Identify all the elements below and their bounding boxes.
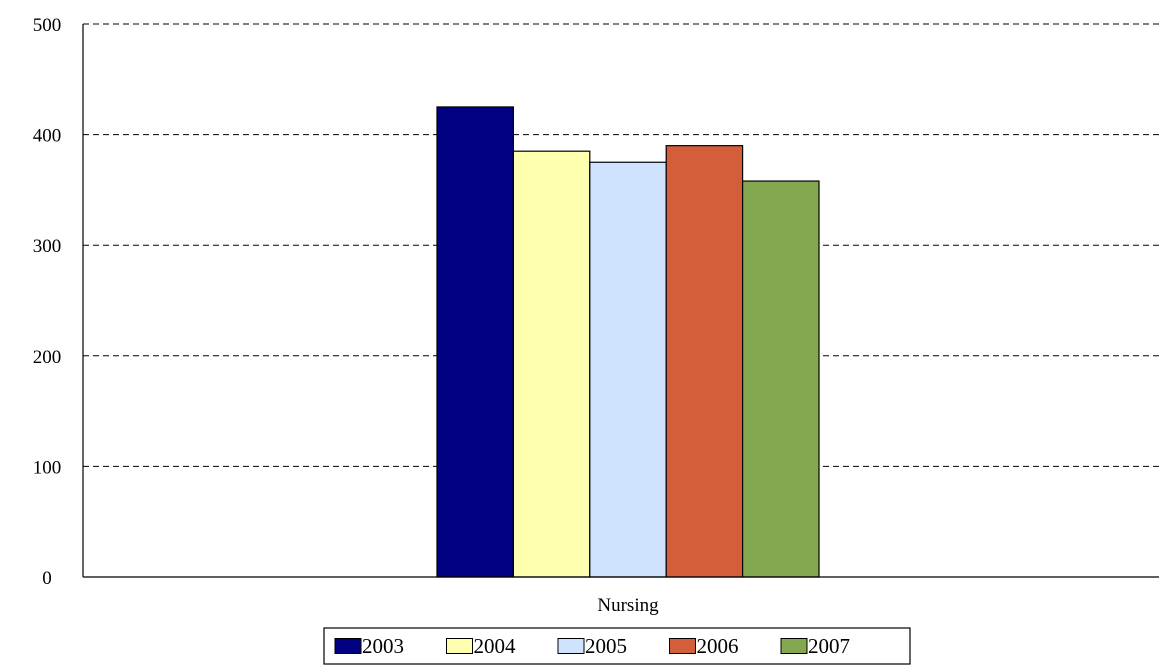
legend-swatch-2006: [669, 638, 696, 654]
bar-2007: [741, 180, 820, 578]
legend-label: 2003: [362, 634, 404, 658]
legend-swatch-2005: [557, 638, 585, 654]
y-tick-label: 400: [33, 126, 62, 147]
y-tick-label: 500: [33, 15, 62, 36]
y-tick-label: 200: [33, 347, 62, 368]
y-tick-label: 0: [42, 568, 52, 589]
x-category-label: Nursing: [597, 595, 659, 616]
bar-2004: [512, 150, 591, 578]
legend-label: 2006: [697, 634, 739, 658]
legend-swatch-2007: [780, 638, 808, 654]
legend-label: 2007: [808, 634, 850, 658]
bar-2003: [436, 106, 515, 578]
bar-2006: [665, 145, 744, 578]
legend-swatch-2004: [446, 638, 473, 654]
y-tick-label: 100: [33, 457, 62, 478]
x-axis-categories: Nursing: [597, 595, 659, 616]
legend-label: 2005: [585, 634, 627, 658]
legend: 2003 2004 2005 2006 2007: [323, 627, 911, 665]
y-axis-ticks: 0 100 200 300 400 500: [33, 15, 62, 589]
legend-swatch-2003: [334, 638, 362, 654]
y-tick-label: 300: [33, 236, 62, 257]
bars: [436, 106, 820, 578]
bar-2005: [589, 161, 667, 578]
legend-box: [323, 627, 911, 665]
legend-label: 2004: [474, 634, 517, 658]
